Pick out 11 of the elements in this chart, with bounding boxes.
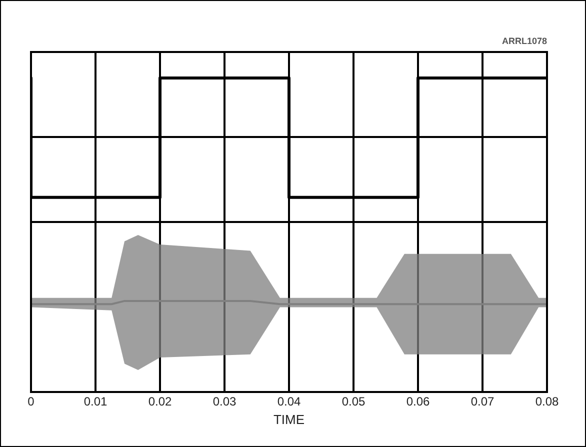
x-tick-label: 0.07 <box>470 394 494 409</box>
x-axis-title: TIME <box>273 412 305 427</box>
x-tick-label: 0.08 <box>535 394 559 409</box>
text: ARRL1078 <box>502 36 547 46</box>
x-tick-label: 0.01 <box>84 394 108 409</box>
x-tick-label: 0.03 <box>212 394 236 409</box>
x-tick-label: 0.05 <box>342 394 366 409</box>
x-tick-label: 0.06 <box>406 394 430 409</box>
x-tick-label: 0.02 <box>148 394 172 409</box>
x-tick-label: 0 <box>28 394 35 409</box>
x-tick-label: 0.04 <box>277 394 301 409</box>
